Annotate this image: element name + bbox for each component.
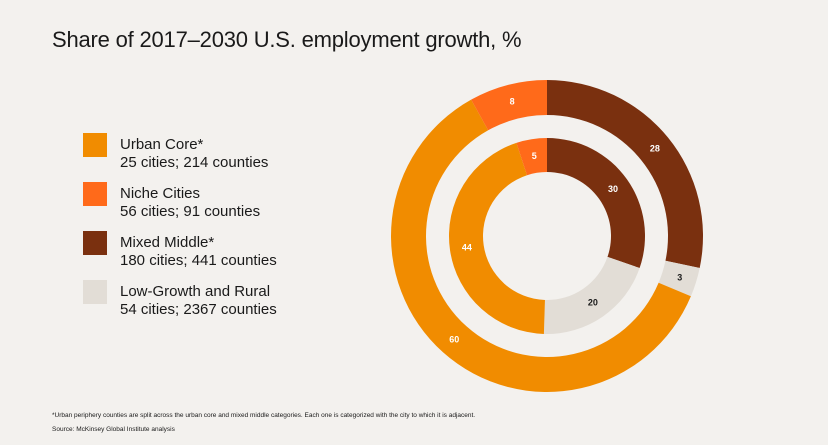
legend-swatch-low-growth-rural — [83, 280, 107, 304]
inner-ring-segment-niche-cities — [516, 138, 547, 176]
legend-sub-urban-core: 25 cities; 214 counties — [120, 154, 269, 171]
legend-label-low-growth-rural: Low-Growth and Rural — [120, 283, 271, 300]
inner-ring-segment-mixed-middle — [547, 138, 646, 269]
legend-sub-niche-cities: 56 cities; 91 counties — [120, 203, 261, 220]
inner-ring-label-mixed-middle: 30 — [608, 184, 618, 194]
footnote: *Urban periphery counties are split acro… — [52, 412, 476, 419]
legend-sub-mixed-middle: 180 cities; 441 counties — [120, 252, 277, 269]
outer-ring-label-niche-cities: 8 — [510, 96, 515, 106]
legend-swatch-niche-cities — [83, 182, 107, 206]
outer-ring-segment-mixed-middle — [547, 80, 703, 268]
outer-ring-label-low-growth-and-rural: 3 — [677, 272, 682, 282]
outer-ring-label-mixed-middle: 28 — [650, 143, 660, 153]
outer-ring-segment-niche-cities — [471, 80, 547, 131]
legend-swatch-mixed-middle — [83, 231, 107, 255]
legend-label-urban-core: Urban Core* — [120, 136, 204, 153]
legend-swatch-urban-core — [83, 133, 107, 157]
outer-ring-label-urban-core: 60 — [449, 335, 459, 345]
inner-ring-label-urban-core: 44 — [462, 243, 472, 253]
legend-sub-low-growth-rural: 54 cities; 2367 counties — [120, 301, 277, 318]
inner-ring-label-niche-cities: 5 — [532, 151, 537, 161]
inner-ring-segment-low-growth-and-rural — [543, 256, 640, 334]
legend-label-niche-cities: Niche Cities — [120, 185, 201, 202]
legend-label-mixed-middle: Mixed Middle* — [120, 234, 215, 251]
inner-ring-label-low-growth-and-rural: 20 — [588, 298, 598, 308]
chart-title: Share of 2017–2030 U.S. employment growt… — [52, 27, 522, 52]
outer-ring-segment-low-growth-and-rural — [658, 260, 700, 297]
source-note: Source: McKinsey Global Institute analys… — [52, 426, 175, 433]
inner-ring-segment-urban-core — [449, 142, 545, 334]
